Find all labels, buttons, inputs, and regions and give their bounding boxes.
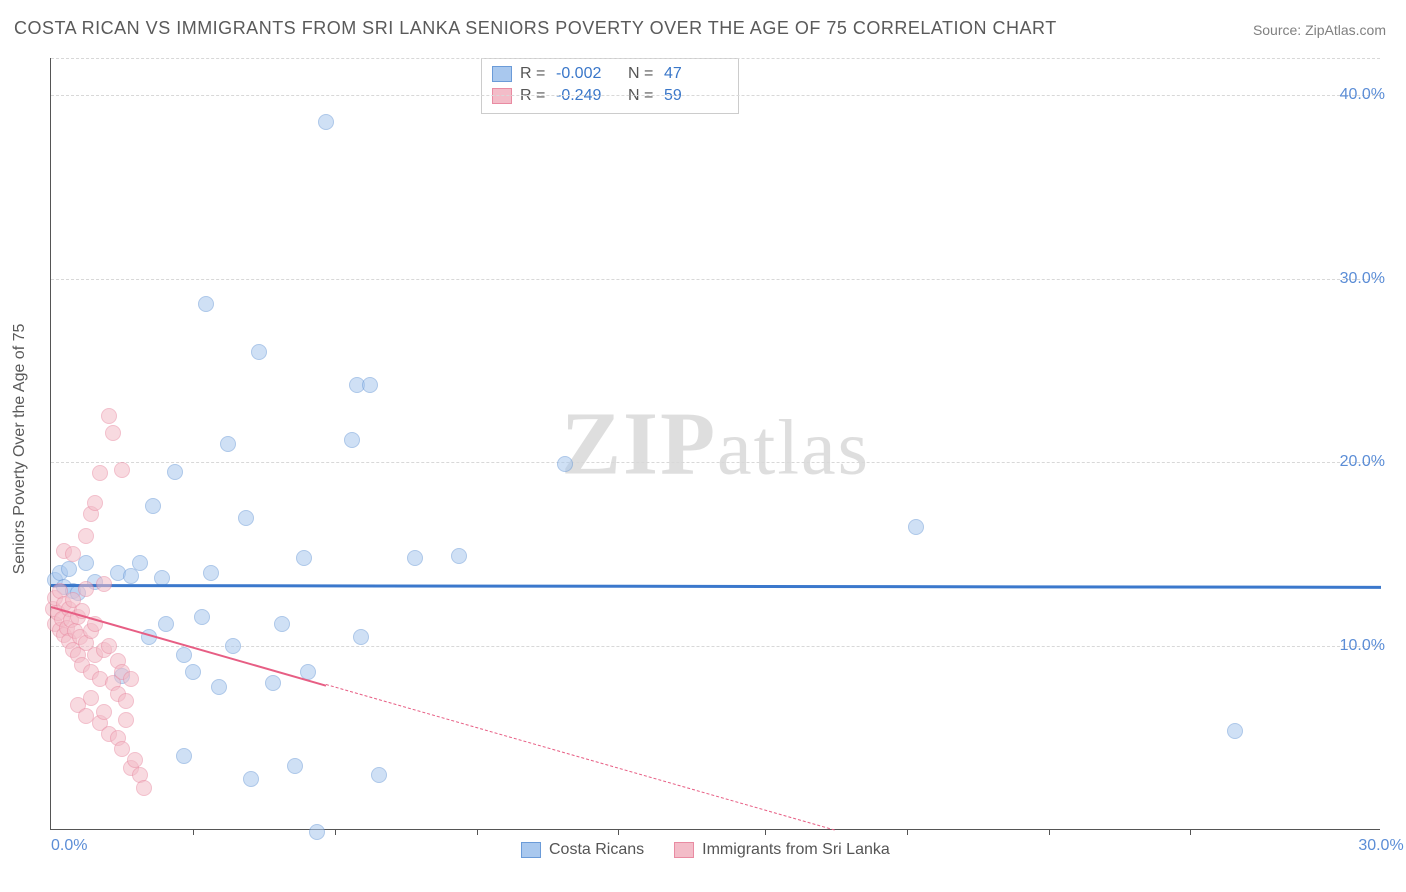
legend-item: Immigrants from Sri Lanka [674,841,890,859]
gridline-h [51,95,1380,96]
y-tick-label: 20.0% [1340,453,1385,471]
data-point [92,465,108,481]
gridline-h [51,58,1380,59]
data-point [309,824,325,840]
data-point [287,758,303,774]
data-point [211,679,227,695]
data-point [185,664,201,680]
legend-swatch [492,66,512,82]
data-point [225,638,241,654]
data-point [243,771,259,787]
data-point [83,690,99,706]
x-tick-mark [907,829,908,835]
plot-area: ZIPatlas R =-0.002N =47R =-0.249N =59 Co… [50,58,1380,830]
legend-swatch [674,842,694,858]
legend-label: Costa Ricans [549,841,644,859]
x-tick-mark [1049,829,1050,835]
data-point [371,767,387,783]
data-point [101,408,117,424]
data-point [123,671,139,687]
data-point [274,616,290,632]
x-tick-label: 30.0% [1358,837,1403,855]
data-point [78,581,94,597]
legend-series: Costa Ricans Immigrants from Sri Lanka [521,841,890,859]
legend-r-label: R = [520,87,548,105]
data-point [265,675,281,691]
data-point [251,344,267,360]
trend-line [51,584,1381,588]
data-point [176,748,192,764]
legend-stats: R = -0.002 N = 47 R = -0.249 N = 59 [481,58,739,114]
gridline-h [51,462,1380,463]
x-tick-mark [765,829,766,835]
data-point [557,456,573,472]
source-attribution: Source: ZipAtlas.com [1253,22,1386,38]
legend-swatch [492,88,512,104]
data-point [132,555,148,571]
data-point [96,704,112,720]
legend-n-value: 59 [664,87,728,105]
chart-title: COSTA RICAN VS IMMIGRANTS FROM SRI LANKA… [14,18,1057,39]
data-point [198,296,214,312]
data-point [344,432,360,448]
data-point [118,712,134,728]
data-point [451,548,467,564]
legend-r-value: -0.249 [556,87,620,105]
legend-r-label: R = [520,65,548,83]
data-point [105,425,121,441]
data-point [362,377,378,393]
data-point [65,546,81,562]
data-point [203,565,219,581]
gridline-h [51,646,1380,647]
legend-n-value: 47 [664,65,728,83]
legend-stat-row: R = -0.249 N = 59 [492,85,728,107]
trend-line [326,684,835,831]
data-point [127,752,143,768]
data-point [114,741,130,757]
data-point [1227,723,1243,739]
data-point [296,550,312,566]
data-point [78,555,94,571]
data-point [78,528,94,544]
legend-swatch [521,842,541,858]
data-point [407,550,423,566]
legend-r-value: -0.002 [556,65,620,83]
data-point [318,114,334,130]
y-tick-label: 30.0% [1340,270,1385,288]
watermark: ZIPatlas [561,392,870,495]
legend-n-label: N = [628,87,656,105]
data-point [61,561,77,577]
y-tick-label: 40.0% [1340,86,1385,104]
data-point [194,609,210,625]
data-point [118,693,134,709]
gridline-h [51,279,1380,280]
data-point [96,576,112,592]
x-tick-mark [477,829,478,835]
x-tick-label: 0.0% [51,837,87,855]
y-tick-label: 10.0% [1340,637,1385,655]
data-point [101,638,117,654]
x-tick-mark [1190,829,1191,835]
data-point [176,647,192,663]
data-point [145,498,161,514]
data-point [238,510,254,526]
y-axis-label: Seniors Poverty Over the Age of 75 [11,299,29,599]
data-point [167,464,183,480]
x-tick-mark [335,829,336,835]
data-point [220,436,236,452]
x-tick-mark [618,829,619,835]
data-point [87,495,103,511]
legend-label: Immigrants from Sri Lanka [702,841,890,859]
data-point [158,616,174,632]
legend-item: Costa Ricans [521,841,644,859]
legend-n-label: N = [628,65,656,83]
data-point [908,519,924,535]
data-point [136,780,152,796]
data-point [353,629,369,645]
data-point [114,462,130,478]
legend-stat-row: R = -0.002 N = 47 [492,63,728,85]
x-tick-mark [193,829,194,835]
